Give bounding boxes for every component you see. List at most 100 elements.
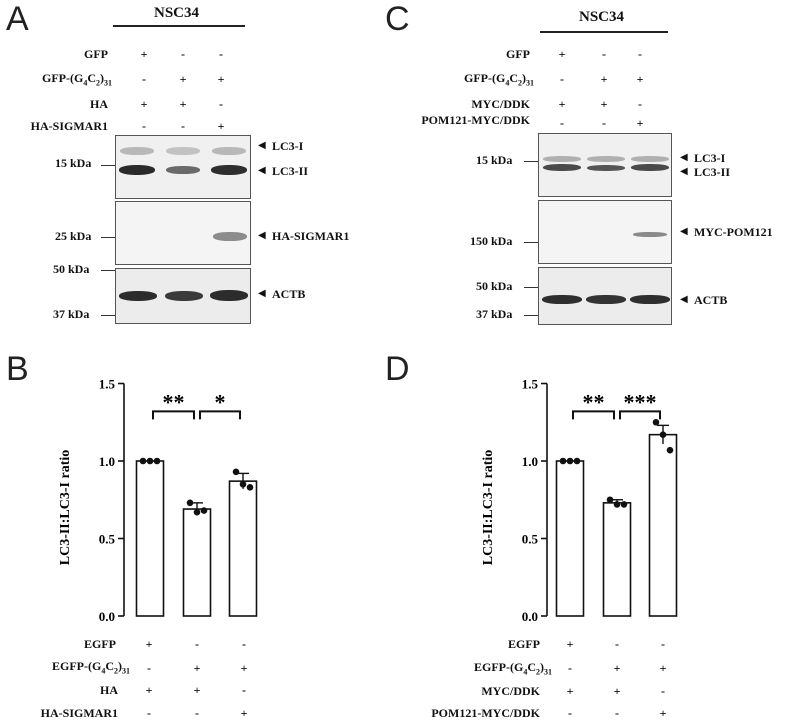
sign: + (145, 683, 153, 697)
sign: + (140, 97, 148, 111)
marker-tick (524, 287, 538, 288)
y-axis-label: LC3-II:LC3-I ratio (58, 450, 73, 566)
marker-tick (101, 315, 115, 316)
panel-a-cond-g4c2: GFP-(G4C2)31 (42, 71, 112, 88)
y-tick-label: 1.0 (522, 454, 538, 469)
sign: - (181, 119, 185, 133)
panel-c-cond-g4c2: GFP-(G4C2)31 (464, 71, 534, 88)
arrow-icon: ◀ (680, 152, 688, 163)
arrow-icon: ◀ (258, 140, 266, 151)
sign: - (242, 637, 246, 651)
myc-pom121-band (633, 232, 667, 237)
band-label-actb: ACTB (272, 287, 306, 301)
significance-bracket (199, 410, 241, 420)
significance-bracket (152, 410, 195, 420)
sign: + (240, 706, 248, 720)
lc3-i-band (587, 156, 625, 162)
marker-15kda: 15 kDa (476, 153, 513, 167)
data-point (606, 496, 614, 504)
ha-sigmar1-band (213, 232, 247, 241)
data-point (659, 431, 667, 438)
panel-c-cell-line-underline (540, 31, 668, 33)
sign: + (659, 706, 667, 720)
panel-a-cond-ha-sigmar1: HA-SIGMAR1 (30, 119, 108, 133)
significance-label: *** (624, 389, 657, 414)
lc3-ii-band (119, 165, 155, 175)
sign: - (195, 706, 199, 720)
lc3-ii-band (587, 165, 625, 171)
lc3-i-band (212, 147, 246, 155)
sign: + (566, 684, 574, 698)
bar (228, 480, 258, 617)
panel-d-letter: D (385, 350, 410, 388)
y-tick-label: 1.5 (99, 380, 116, 392)
marker-tick (524, 242, 538, 243)
actb-band (586, 295, 626, 304)
panel-d-cond-pom121-myc-ddk: POM121-MYC/DDK (431, 706, 540, 720)
y-tick-label: 0.0 (522, 609, 538, 624)
panel-c-cell-line: NSC34 (579, 9, 625, 25)
sign: - (147, 706, 151, 720)
sign: - (142, 72, 146, 86)
marker-tick (101, 270, 115, 271)
sign: + (179, 97, 187, 111)
lc3-ii-band (631, 164, 669, 171)
panel-c-blot-myc-pom121 (538, 200, 672, 264)
marker-25kda: 25 kDa (55, 229, 92, 243)
band-label-lc3-i: LC3-I (272, 139, 304, 153)
sign: + (558, 97, 566, 111)
data-point (559, 457, 567, 465)
lc3-ii-band (211, 165, 247, 175)
sign: + (566, 637, 574, 651)
actb-band (119, 291, 157, 301)
sign: - (219, 97, 223, 111)
panel-b-cond-egfp-g4c2: EGFP-(G4C2)31 (52, 659, 130, 676)
bar (602, 502, 632, 617)
panel-b-cond-egfp: EGFP (84, 637, 116, 651)
marker-150kda: 150 kDa (470, 234, 513, 248)
sign: + (179, 72, 187, 86)
y-tick-label: 0.0 (99, 609, 115, 624)
sign: - (242, 683, 246, 697)
data-point (193, 508, 201, 516)
sign: + (636, 72, 644, 86)
y-tick-label: 0.5 (522, 532, 539, 547)
sign: + (193, 683, 201, 697)
sign: + (600, 72, 608, 86)
panel-c-cond-myc-ddk: MYC/DDK (471, 97, 530, 111)
data-point (613, 501, 621, 508)
data-point (186, 499, 194, 507)
lc3-i-band (543, 156, 581, 162)
arrow-icon: ◀ (258, 230, 266, 241)
marker-37kda: 37 kDa (476, 307, 513, 321)
sign: + (613, 661, 621, 675)
panel-a-blot-actb (115, 268, 251, 324)
bar (648, 433, 678, 617)
sign: - (638, 47, 642, 61)
significance-label: ** (583, 389, 605, 414)
significance-bracket (619, 410, 661, 420)
marker-tick (101, 237, 115, 238)
marker-tick (524, 315, 538, 316)
actb-band (210, 290, 248, 301)
panel-a-letter: A (6, 0, 29, 38)
panel-b-letter: B (6, 350, 29, 388)
panel-a-cond-ha: HA (90, 97, 108, 111)
panel-c-blot-actb (538, 267, 672, 325)
sign: - (142, 119, 146, 133)
lc3-ii-band (543, 164, 581, 171)
sign: + (140, 47, 148, 61)
sign: + (145, 637, 153, 651)
data-point (652, 418, 660, 426)
significance-label: * (215, 389, 226, 414)
y-tick-label: 1.5 (522, 380, 539, 392)
y-tick-label: 1.0 (99, 454, 115, 469)
panel-a-blot-ha-sigmar1 (115, 201, 251, 265)
panel-d-cond-egfp-g4c2: EGFP-(G4C2)31 (474, 660, 552, 677)
sign: + (600, 97, 608, 111)
band-label-myc-pom121: MYC-POM121 (694, 225, 773, 239)
sign: - (661, 684, 665, 698)
panel-b-cond-ha-sigmar1: HA-SIGMAR1 (40, 706, 118, 720)
sign: - (568, 661, 572, 675)
